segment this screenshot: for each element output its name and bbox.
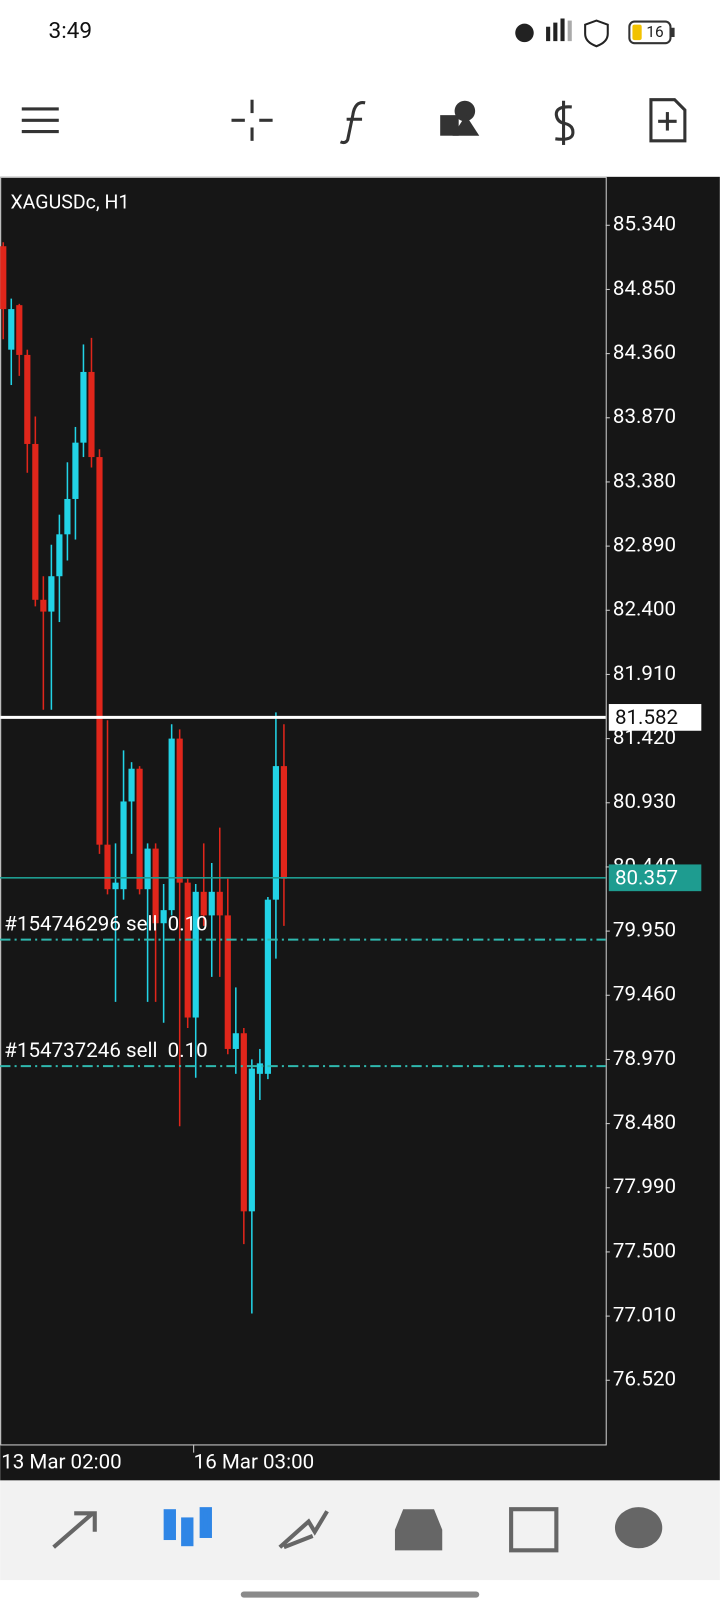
candle-body bbox=[0, 246, 7, 310]
candle-body bbox=[256, 1063, 263, 1074]
candle-body bbox=[128, 768, 135, 802]
candle-body bbox=[136, 768, 143, 890]
candle-body bbox=[48, 576, 55, 612]
candle-body bbox=[112, 882, 119, 890]
menu-button[interactable] bbox=[21, 107, 59, 134]
candle-body bbox=[8, 309, 15, 350]
chart-frame bbox=[0, 176, 607, 1446]
trade-button[interactable] bbox=[554, 100, 575, 145]
alarm-icon bbox=[515, 23, 534, 43]
crosshair-button[interactable] bbox=[231, 99, 273, 141]
candle-body bbox=[160, 910, 167, 924]
y-tick-label: 77.010 bbox=[613, 1304, 676, 1328]
y-tick-label: 85.340 bbox=[613, 213, 676, 237]
candle-body bbox=[16, 305, 23, 355]
quotes-tab[interactable] bbox=[52, 1511, 97, 1549]
bottom-nav bbox=[0, 1480, 720, 1581]
y-tick-label: 83.380 bbox=[613, 469, 676, 493]
candle-body bbox=[184, 882, 191, 1018]
candle-body bbox=[80, 371, 87, 443]
y-tick-label: 78.480 bbox=[613, 1111, 676, 1135]
home-indicator bbox=[240, 1591, 480, 1598]
history-tab[interactable] bbox=[394, 1509, 443, 1551]
y-tick-label: 83.870 bbox=[613, 405, 676, 429]
y-tick-label: 82.890 bbox=[613, 534, 676, 558]
candle-body bbox=[200, 891, 207, 916]
candle-body bbox=[152, 848, 159, 924]
candle-body bbox=[96, 457, 103, 845]
candle-body bbox=[264, 899, 271, 1074]
battery-tip bbox=[671, 27, 675, 38]
candle-body bbox=[88, 371, 95, 458]
candle-body bbox=[224, 915, 231, 1049]
price-label: 80.357 bbox=[615, 866, 678, 890]
candle-body bbox=[120, 801, 127, 890]
battery-text: 16 bbox=[646, 23, 663, 41]
order-label: #154737246 sell 0.10 bbox=[4, 1039, 207, 1063]
candle-body bbox=[192, 891, 199, 1018]
candle-body bbox=[24, 354, 31, 444]
x-tick-label: 16 Mar 03:00 bbox=[194, 1450, 315, 1474]
x-tick-label: 13 Mar 02:00 bbox=[1, 1450, 122, 1474]
status-time: 3:49 bbox=[48, 17, 92, 44]
y-tick-label: 80.930 bbox=[613, 790, 676, 814]
candle-body bbox=[104, 844, 111, 890]
y-tick-label: 77.500 bbox=[613, 1239, 676, 1263]
candle-body bbox=[272, 766, 279, 900]
chart-tab[interactable] bbox=[163, 1507, 212, 1547]
candle-body bbox=[240, 1033, 247, 1212]
candle-body bbox=[248, 1068, 255, 1212]
y-tick-label: 76.520 bbox=[613, 1368, 676, 1392]
signal-icon bbox=[546, 26, 551, 42]
signal-icon bbox=[553, 22, 558, 42]
y-tick-label: 84.850 bbox=[613, 277, 676, 301]
battery-level bbox=[632, 24, 642, 41]
candle-body bbox=[176, 738, 183, 883]
candle-body bbox=[40, 599, 47, 612]
candle-body bbox=[208, 891, 215, 916]
nav-icons bbox=[52, 1507, 663, 1553]
messages-tab[interactable] bbox=[614, 1507, 663, 1549]
news-tab[interactable] bbox=[509, 1507, 559, 1553]
chart-title: XAGUSDc, H1 bbox=[10, 191, 129, 214]
y-tick-label: 78.970 bbox=[613, 1047, 676, 1071]
candle-body bbox=[144, 848, 151, 890]
candle-body bbox=[232, 1033, 239, 1049]
new-order-button[interactable] bbox=[649, 98, 687, 143]
y-tick-label: 79.460 bbox=[613, 983, 676, 1007]
trade-tab[interactable] bbox=[278, 1510, 329, 1550]
candle-body bbox=[168, 738, 175, 911]
price-label-box bbox=[608, 864, 702, 892]
candle-body bbox=[32, 443, 39, 600]
top-area bbox=[0, 0, 720, 177]
candle-body bbox=[56, 534, 63, 577]
price-label-box bbox=[608, 704, 702, 731]
y-tick-label: 82.400 bbox=[613, 598, 676, 622]
battery-icon bbox=[628, 20, 672, 45]
status-icons bbox=[515, 18, 675, 48]
indicators-button[interactable] bbox=[339, 101, 366, 145]
plot: 85.340 84.850 84.360 83.870 83.380 82.890 82.4… bbox=[0, 213, 702, 1474]
price-label: 81.582 bbox=[615, 706, 678, 730]
shield-icon bbox=[584, 19, 609, 48]
y-tick-label: 84.360 bbox=[613, 341, 676, 365]
toolbar bbox=[21, 98, 687, 145]
candle-body bbox=[280, 766, 288, 879]
order-label: #154746296 sell 0.10 bbox=[4, 913, 207, 937]
y-tick-label: 81.910 bbox=[613, 662, 676, 686]
y-tick-label: 79.950 bbox=[613, 919, 676, 943]
candle-body bbox=[72, 442, 79, 499]
objects-button[interactable] bbox=[440, 100, 480, 136]
signal-icon bbox=[560, 18, 565, 42]
chart-background bbox=[0, 176, 720, 1481]
candle-body bbox=[216, 891, 223, 916]
signal-icon bbox=[567, 20, 572, 42]
candle-body bbox=[64, 498, 71, 535]
y-tick-label: 77.990 bbox=[613, 1175, 676, 1199]
